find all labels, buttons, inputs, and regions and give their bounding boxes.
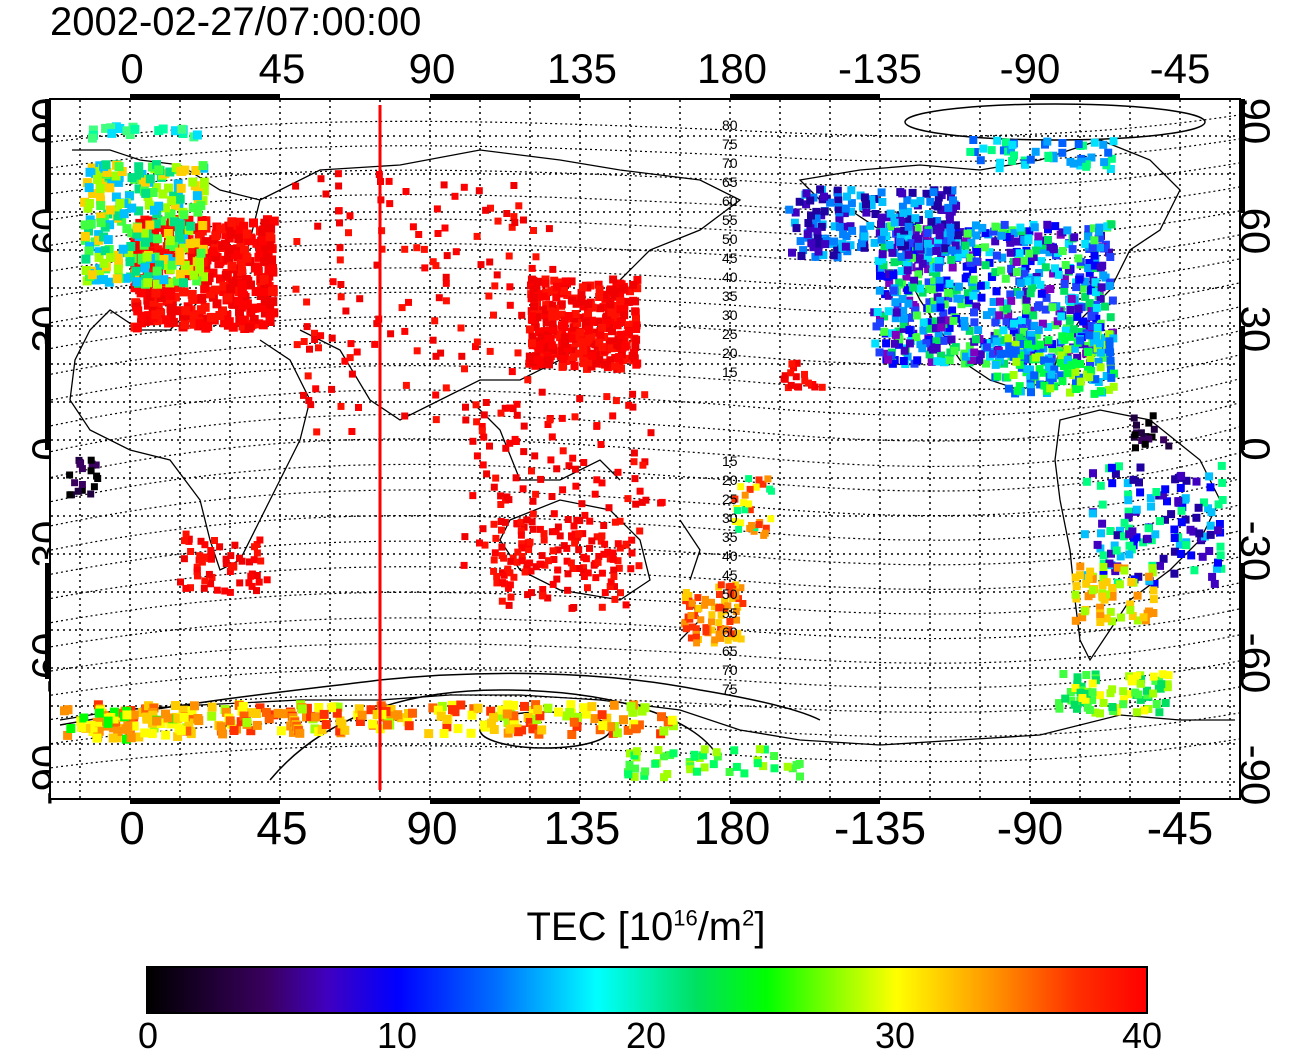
contour-label: 15 [722,453,738,469]
contour-label: 70 [722,155,738,171]
contour-labels: 80 75 70 65 60 55 50 45 40 35 30 25 20 15 15 20 25 30 35 40… [722,117,738,697]
bottom-tick: 135 [543,802,621,854]
contour-label: 25 [722,326,738,342]
top-tick: 180 [696,45,768,92]
contour-label: 15 [722,364,738,380]
contour-label: 45 [722,250,738,266]
bottom-tick: -90 [996,802,1064,854]
contour-label: 30 [722,307,738,323]
contour-label: 60 [722,624,738,640]
bottom-tick: -135 [833,802,927,854]
top-tick: -45 [1149,45,1211,92]
contour-label: 75 [722,681,738,697]
timestamp-label: 2002-02-27/07:00:00 [50,0,422,44]
colorbar-tick: 40 [1121,1015,1163,1056]
top-tick: -135 [837,45,923,92]
colorbar-tick: 20 [625,1015,667,1056]
bottom-tick: 90 [406,802,458,854]
contour-label: 20 [722,472,738,488]
colorbar-title: TEC [1016/m2] [526,905,766,949]
contour-label: 45 [722,567,738,583]
contour-label: 60 [722,193,738,209]
colorbar-tick: 30 [874,1015,916,1056]
bottom-tick: 45 [256,802,308,854]
top-tick: -90 [999,45,1061,92]
frame-ticks [45,94,1245,804]
contour-label: 35 [722,529,738,545]
top-tick: 0 [120,45,144,92]
top-tick: 45 [258,45,306,92]
map-frame [49,98,1241,800]
contour-label: 20 [722,345,738,361]
contour-label: 35 [722,288,738,304]
contour-label: 40 [722,269,738,285]
contour-label: 30 [722,510,738,526]
contour-label: 80 [722,117,738,133]
tec-colorbar [146,966,1148,1014]
contour-label: 55 [722,605,738,621]
tec-map: 80 75 70 65 60 55 50 45 40 35 30 25 20 15 15 20 25 30 35 40… [45,94,1245,804]
top-tick: 90 [408,45,456,92]
colorbar-tick: 10 [376,1015,418,1056]
bottom-tick: 0 [119,802,145,854]
contour-label: 70 [722,662,738,678]
contour-label: 25 [722,491,738,507]
contour-label: 65 [722,643,738,659]
bottom-tick: -45 [1146,802,1214,854]
contour-label: 75 [722,136,738,152]
colorbar-tick: 0 [137,1015,159,1056]
top-tick: 135 [546,45,618,92]
contour-label: 40 [722,548,738,564]
contour-label: 50 [722,586,738,602]
contour-label: 55 [722,212,738,228]
tec-data-cells [60,122,1227,782]
contour-label: 50 [722,231,738,247]
bottom-tick: 180 [693,802,771,854]
contour-label: 65 [722,174,738,190]
